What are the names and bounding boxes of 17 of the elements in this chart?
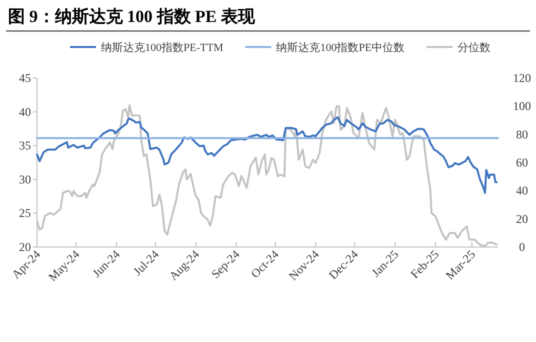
y-tick-label: 25 bbox=[19, 206, 31, 220]
y-tick-label: 20 bbox=[19, 240, 31, 254]
title: 图 9：纳斯达克 100 指数 PE 表现 bbox=[8, 7, 255, 26]
y-tick-label: 40 bbox=[19, 104, 31, 119]
y-tick-label: 35 bbox=[19, 138, 31, 153]
y-tick-label: 30 bbox=[19, 172, 31, 186]
y2-tick-label: 60 bbox=[516, 156, 528, 170]
legend-label: 纳斯达克100指数PE-TTM bbox=[101, 41, 224, 54]
y2-tick-label: 80 bbox=[516, 127, 528, 142]
y2-tick-label: 20 bbox=[516, 212, 528, 226]
legend-label: 分位数 bbox=[458, 42, 491, 54]
y2-tick-label: 0 bbox=[519, 240, 525, 254]
legend-label: 纳斯达克100指数PE中位数 bbox=[276, 41, 405, 54]
y-tick-label: 45 bbox=[19, 71, 31, 85]
y2-tick-label: 120 bbox=[513, 71, 531, 85]
y2-tick-label: 100 bbox=[513, 99, 531, 114]
y2-tick-label: 40 bbox=[516, 184, 528, 198]
